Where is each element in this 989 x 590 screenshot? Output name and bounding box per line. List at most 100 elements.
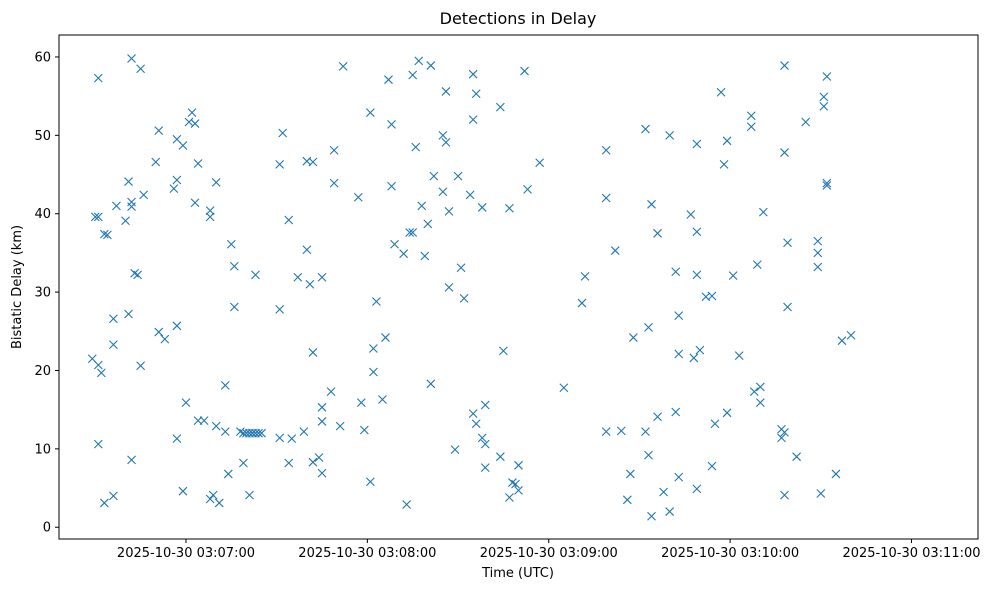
data-point-marker [287, 434, 297, 444]
data-point-marker [610, 246, 620, 255]
data-point-marker [387, 119, 396, 129]
data-point-marker [671, 407, 681, 417]
data-point-marker [99, 498, 109, 508]
data-point-marker [96, 368, 106, 378]
data-point-marker [208, 490, 218, 500]
data-point-marker [99, 229, 109, 239]
data-point-marker [160, 334, 170, 344]
x-tick-label: 2025-10-30 03:08:00 [298, 546, 436, 561]
data-point-marker [112, 201, 121, 211]
data-point-marker [689, 353, 699, 363]
data-point-marker [846, 330, 856, 340]
data-point-marker [154, 126, 164, 136]
data-point-marker [653, 412, 662, 422]
data-point-marker [653, 228, 662, 238]
data-point-marker [671, 267, 681, 277]
data-point-marker [205, 494, 215, 504]
data-point-marker [622, 495, 632, 505]
data-point-marker [426, 61, 436, 70]
data-point-marker [172, 434, 182, 444]
data-point-marker [226, 239, 236, 249]
x-tick-label: 2025-10-30 03:11:00 [842, 546, 980, 561]
data-point-marker [601, 427, 611, 437]
data-point-marker [495, 102, 505, 112]
data-point-marker [780, 428, 789, 437]
data-point-marker [716, 87, 726, 97]
data-point-marker [109, 340, 118, 349]
data-point-marker [90, 212, 100, 222]
data-point-marker [190, 119, 200, 128]
data-point-marker [317, 468, 327, 478]
data-point-marker [692, 227, 702, 237]
data-point-marker [707, 461, 717, 471]
data-point-marker [251, 270, 260, 280]
data-point-marker [495, 452, 505, 462]
data-point-marker [480, 439, 490, 449]
data-point-marker [127, 455, 136, 465]
x-tick-label: 2025-10-30 03:09:00 [480, 546, 618, 561]
data-point-marker [674, 311, 684, 320]
data-point-marker [514, 460, 523, 470]
y-tick-label: 0 [43, 521, 51, 536]
x-axis: 2025-10-30 03:07:00 2025-10-30 03:08:00 20… [117, 539, 981, 561]
data-point-marker [302, 245, 312, 255]
data-point-marker [190, 198, 200, 208]
data-point-marker [405, 228, 415, 237]
data-point-marker [220, 427, 230, 437]
data-point-marker [136, 361, 146, 371]
y-tick-label: 20 [34, 364, 51, 379]
data-point-marker [109, 491, 118, 501]
data-point-marker [710, 419, 720, 429]
data-point-marker [456, 263, 466, 273]
data-point-marker [722, 136, 732, 146]
data-point-marker [831, 469, 841, 479]
x-tick-label: 2025-10-30 03:07:00 [117, 546, 255, 561]
data-point-marker [498, 346, 508, 356]
data-point-marker [314, 453, 324, 462]
data-point-marker [356, 398, 366, 408]
data-point-marker [755, 382, 765, 392]
data-point-marker [359, 425, 369, 435]
data-point-marker [124, 309, 133, 319]
data-point-marker [127, 202, 136, 212]
data-point-marker [780, 490, 789, 500]
data-point-marker [365, 108, 375, 117]
data-point-marker [647, 199, 656, 209]
data-point-marker [601, 145, 611, 155]
data-point-marker [308, 348, 318, 357]
data-point-marker [353, 192, 363, 202]
data-point-marker [822, 178, 832, 188]
data-point-marker [365, 477, 375, 487]
data-point-marker [505, 493, 514, 502]
data-point-marker [172, 175, 182, 185]
data-point-marker [239, 458, 248, 468]
data-point-marker [384, 75, 393, 85]
x-axis-label: Time (UTC) [481, 566, 554, 581]
data-point-marker [480, 400, 490, 410]
data-point-marker [752, 260, 762, 270]
data-point-marker [465, 190, 475, 200]
data-point-marker [184, 117, 194, 127]
data-point-marker [780, 61, 789, 70]
data-point-marker [275, 159, 285, 169]
data-point-marker [692, 139, 702, 149]
data-point-marker [813, 248, 823, 258]
data-point-marker [169, 184, 179, 194]
data-point-marker [299, 427, 309, 437]
chart-title: Detections in Delay [440, 9, 597, 28]
data-point-marker [205, 206, 215, 215]
data-point-marker [326, 387, 336, 397]
data-point-marker [93, 212, 103, 222]
data-point-marker [692, 484, 702, 494]
y-tick-label: 40 [34, 207, 51, 222]
data-markers [87, 54, 856, 521]
y-tick-label: 60 [34, 50, 51, 65]
data-point-marker [278, 128, 288, 138]
data-point-marker [308, 157, 318, 167]
data-point-marker [372, 297, 381, 306]
plot-area [59, 35, 978, 539]
data-point-marker [559, 383, 569, 393]
data-point-marker [520, 66, 529, 76]
y-tick-label: 50 [34, 129, 51, 144]
